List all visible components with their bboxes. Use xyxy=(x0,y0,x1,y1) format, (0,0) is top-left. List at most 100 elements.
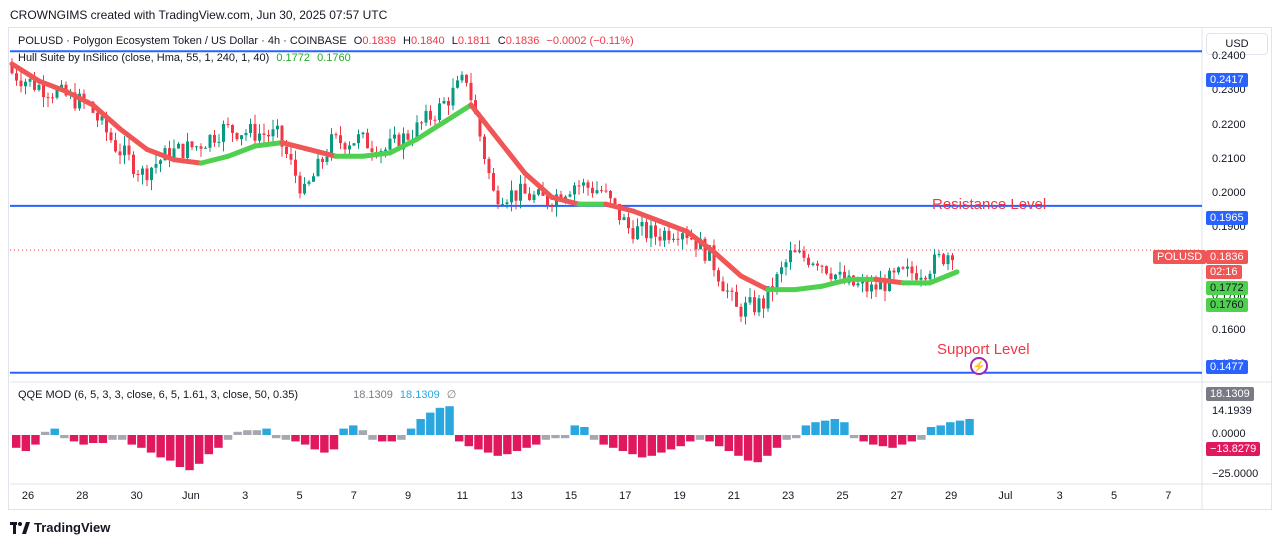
time-axis-label: 11 xyxy=(456,490,469,502)
candle-body xyxy=(928,273,932,280)
candle-body xyxy=(10,63,14,74)
qqe-histogram-bar xyxy=(599,435,608,445)
countdown-tag: 02:16 xyxy=(1206,265,1242,279)
chart-frame xyxy=(8,27,1272,510)
qqe-histogram-bar xyxy=(89,435,98,443)
candle-body xyxy=(240,135,243,140)
candle-body xyxy=(204,147,207,149)
qqe-histogram-bar xyxy=(676,435,685,447)
qqe-histogram-bar xyxy=(166,435,175,461)
time-axis-label: 17 xyxy=(619,490,632,502)
qqe-histogram-bar xyxy=(763,435,772,456)
candle-body xyxy=(550,205,554,207)
candle-body xyxy=(753,297,756,313)
hull-band-segment xyxy=(441,102,474,125)
candle-body xyxy=(415,122,419,140)
qqe-legend[interactable]: QQE MOD (6, 5, 3, 3, close, 6, 5, 1.61, … xyxy=(18,388,460,401)
candle-body xyxy=(627,217,630,229)
candle-body xyxy=(199,146,203,149)
time-axis-label: 13 xyxy=(510,490,523,502)
qqe-value-tag: 18.1309 xyxy=(1206,387,1254,401)
qqe-histogram-bar xyxy=(291,435,300,442)
qqe-histogram-bar xyxy=(310,435,319,450)
hull-legend[interactable]: Hull Suite by InSilico (close, Hma, 55, … xyxy=(18,52,355,64)
candle-body xyxy=(649,225,653,239)
open-label: O xyxy=(353,35,363,47)
price-axis-label: 0.2300 xyxy=(1212,84,1246,97)
candle-body xyxy=(195,146,198,148)
qqe-histogram-bar xyxy=(743,435,753,461)
qqe-histogram-bar xyxy=(936,425,945,435)
candle-body xyxy=(177,143,180,149)
candle-body xyxy=(235,132,239,140)
qqe-value-1: 18.1309 xyxy=(353,389,393,401)
candle-body xyxy=(267,134,270,137)
candle-body xyxy=(600,190,603,192)
qqe-histogram-bar xyxy=(368,435,377,440)
candle-body xyxy=(861,281,864,284)
price-axis-label: 0.1600 xyxy=(1212,323,1246,336)
candle-body xyxy=(154,164,158,168)
candle-body xyxy=(384,149,387,151)
candle-body xyxy=(298,175,302,194)
candle-body xyxy=(361,132,365,135)
candle-body xyxy=(694,239,698,250)
qqe-histogram-bar xyxy=(897,435,907,445)
time-axis-label: 3 xyxy=(242,490,249,502)
hull-indicator-name: Hull Suite by InSilico (close, Hma, 55, … xyxy=(18,52,270,64)
candle-body xyxy=(874,284,878,290)
candle-body xyxy=(744,302,747,317)
candle-body xyxy=(645,221,648,239)
candle-body xyxy=(838,271,842,275)
candle-body xyxy=(28,78,32,82)
candle-body xyxy=(406,133,410,140)
candle-body xyxy=(739,306,743,317)
candle-body xyxy=(168,148,171,160)
candle-body xyxy=(870,284,873,292)
candle-body xyxy=(843,271,846,283)
low-value: 0.1811 xyxy=(457,35,491,47)
qqe-histogram-bar xyxy=(146,435,156,453)
resistance-annotation: Resistance Level xyxy=(932,196,1047,213)
candle-body xyxy=(294,159,297,176)
candle-body xyxy=(478,114,482,137)
qqe-histogram-bar xyxy=(589,435,599,440)
lightning-event-icon[interactable]: ⚡ xyxy=(970,357,988,375)
open-value: 0.1839 xyxy=(362,35,396,47)
candle-body xyxy=(802,250,806,258)
tradingview-logo[interactable]: TradingView xyxy=(10,520,110,535)
candle-body xyxy=(438,103,441,121)
qqe-histogram-bar xyxy=(79,435,88,445)
hull-band-segment xyxy=(873,276,906,286)
candle-body xyxy=(231,125,234,133)
currency-button[interactable]: USD xyxy=(1206,33,1268,55)
hull-band-segment xyxy=(711,249,744,279)
candle-body xyxy=(105,116,108,133)
qqe-histogram-bar xyxy=(435,407,445,435)
qqe-histogram-bar xyxy=(31,435,40,445)
qqe-histogram-bar xyxy=(878,435,888,447)
candle-body xyxy=(775,274,779,292)
time-axis-label: 19 xyxy=(673,490,686,502)
qqe-histogram-bar xyxy=(580,427,589,435)
resistance-top-price-tag: 0.2417 xyxy=(1206,73,1248,87)
qqe-histogram-bar xyxy=(233,431,242,435)
candle-body xyxy=(442,101,446,104)
qqe-histogram-bar xyxy=(377,435,387,442)
candle-body xyxy=(172,148,176,160)
time-axis-label: 28 xyxy=(76,490,89,502)
candle-body xyxy=(118,151,122,156)
candle-body xyxy=(712,245,716,271)
chart-header: CROWNGIMS created with TradingView.com, … xyxy=(10,8,388,22)
price-legend[interactable]: POLUSD · Polygon Ecosystem Token / US Do… xyxy=(18,35,638,47)
candle-body xyxy=(222,124,225,142)
candle-body xyxy=(433,119,437,121)
candle-body xyxy=(316,158,320,177)
qqe-histogram-bar xyxy=(21,435,31,451)
time-axis-label: Jun xyxy=(182,490,200,502)
time-axis-label: 7 xyxy=(1165,490,1172,502)
qqe-histogram-bar xyxy=(512,435,522,451)
candle-body xyxy=(757,298,761,313)
qqe-histogram-bar xyxy=(618,435,628,451)
